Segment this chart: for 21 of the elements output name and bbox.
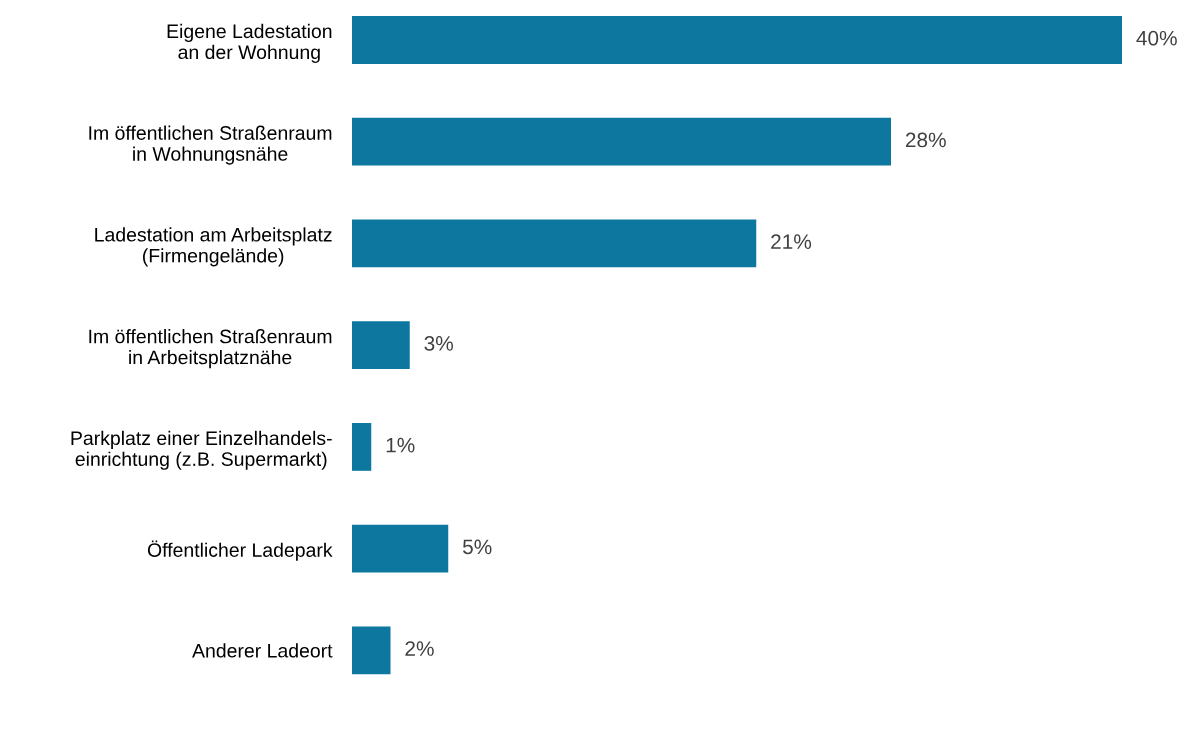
y-tick-label: Eigene Ladestation an der Wohnung [167, 23, 332, 63]
y-tick-label: Im öffentlichen Straßenraum in Wohnungsnähe [89, 125, 332, 165]
bar [352, 626, 391, 675]
data-label: 40% [1136, 30, 1177, 46]
bar [352, 422, 372, 471]
data-label: 2% [405, 641, 434, 656]
data-label: 5% [462, 539, 492, 555]
y-tick-label: Öffentlicher Ladepark [147, 540, 333, 561]
y-tick-label: Ladestation am Arbeitsplatz (Firmengelände) [95, 227, 332, 267]
bar [352, 16, 1122, 64]
bar [352, 321, 410, 370]
bar [352, 219, 757, 268]
data-label: 1% [386, 437, 415, 453]
y-tick-label: Im öffentlichen Straßenraum in Arbeitsplatznähe [89, 329, 332, 369]
y-tick-label: Anderer Ladeort [192, 643, 333, 658]
data-label: 21% [771, 234, 812, 249]
y-tick-label: Parkplatz einer Einzelhandels- einrichtung (z.B. Supermarkt) [71, 430, 332, 470]
bar [352, 117, 891, 166]
data-label: 3% [424, 336, 454, 351]
bar [352, 524, 449, 573]
data-label: 28% [905, 132, 946, 148]
